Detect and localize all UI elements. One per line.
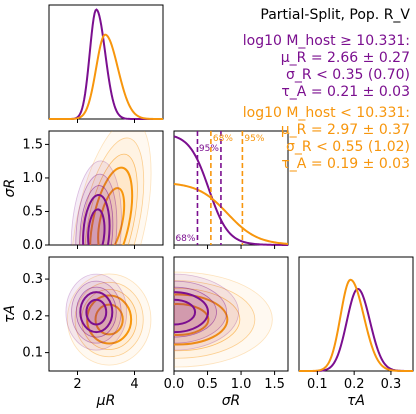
sigma-x-tick-label-3: 1.5 (264, 377, 285, 392)
panel-sigma-tau (173, 256, 289, 372)
sigma-y-tick-label-0: 0.0 (22, 238, 43, 253)
sigma-marginal-high-curve (173, 135, 289, 246)
x-axis-label-tau: τA (347, 393, 365, 409)
info-title: Partial-Split, Pop. R_V (260, 7, 410, 23)
info-low-line-3: τ_A = 0.19 ± 0.03 (281, 156, 410, 172)
tau-x-tick-label-0: 0.1 (307, 377, 328, 392)
panel-mu-tau (48, 256, 164, 372)
x-axis-label-sigma: σR (222, 393, 241, 409)
y-axis-label-sigma: σR (2, 179, 18, 198)
tau-x-tick-label-1: 0.2 (344, 377, 365, 392)
x-axis-label-mu: μR (96, 393, 116, 409)
sigma-x-tick-label-0: 0.0 (164, 377, 185, 392)
mu-marginal-low-curve (49, 33, 163, 120)
panel-sigma-marginal (173, 130, 289, 246)
sigma-tau-contours (174, 271, 273, 368)
info-high-line-1: μ_R = 2.66 ± 0.27 (281, 50, 410, 66)
sigma-x-tick-label-1: 0.5 (197, 377, 218, 392)
tau-marginal-low-curve (299, 278, 413, 372)
info-high-line-0: log10 M_host ≥ 10.331: (243, 33, 410, 49)
tau-y-tick-label-0: 0.1 (22, 346, 43, 361)
y-axis-label-tau: τA (2, 305, 18, 323)
mu-tau-contours (65, 273, 152, 366)
info-low-line-2: σ_R < 0.55 (1.02) (286, 139, 410, 155)
sigma-marginal-low-curve (173, 183, 289, 245)
tau-marginal-high-curve (299, 287, 413, 372)
panel-mu-sigma (48, 130, 164, 246)
panel-tau-marginal (298, 256, 414, 372)
sigma-low-95-label: 95% (244, 134, 264, 144)
info-high-line-2: σ_R < 0.35 (0.70) (286, 67, 410, 83)
panel-mu-marginal (48, 4, 164, 120)
tau-x-tick-label-2: 0.3 (381, 377, 402, 392)
sigma-high-68-label: 68% (175, 234, 195, 244)
tau-y-tick-label-1: 0.2 (22, 309, 43, 324)
mu-sigma-contours (70, 131, 152, 245)
tau-y-tick-label-2: 0.3 (22, 272, 43, 287)
sigma-high-95-label: 95% (199, 144, 219, 154)
mu-x-tick-label-1: 4 (130, 377, 138, 392)
sigma-y-tick-label-2: 1.0 (22, 171, 43, 186)
sigma-x-tick-label-2: 1.0 (231, 377, 252, 392)
info-low-line-0: log10 M_host < 10.331: (243, 105, 410, 121)
sigma-y-tick-label-3: 1.5 (22, 137, 43, 152)
info-high-line-3: τ_A = 0.21 ± 0.03 (281, 84, 410, 100)
mu-marginal-high-curve (49, 8, 163, 120)
sigma-y-tick-label-1: 0.5 (22, 204, 43, 219)
sigma-low-68-label: 68% (213, 134, 233, 144)
info-low-line-1: μ_R = 2.97 ± 0.37 (281, 122, 410, 138)
mu-x-tick-label-0: 2 (73, 377, 81, 392)
